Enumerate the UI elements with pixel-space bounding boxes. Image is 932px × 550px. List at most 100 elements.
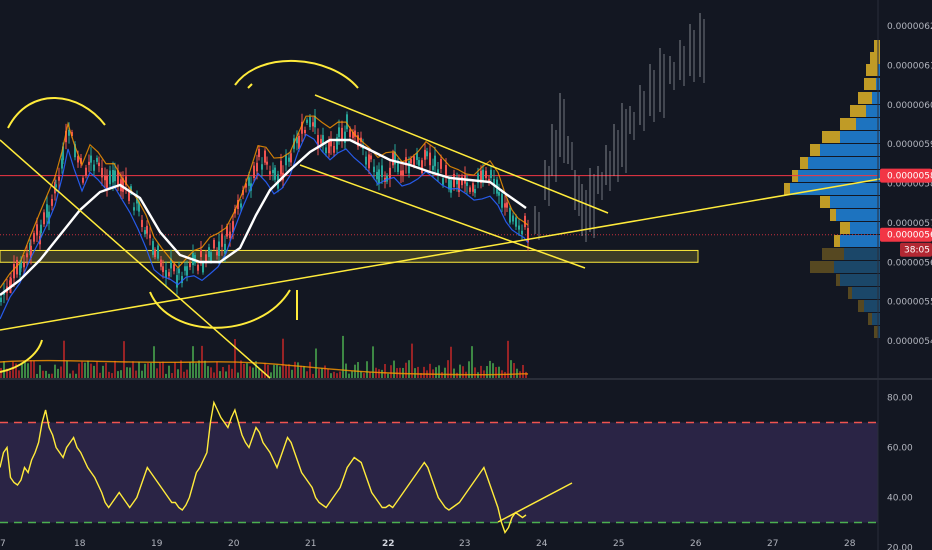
volume-bar: [9, 370, 11, 378]
volume-bar: [366, 361, 368, 378]
volume-profile-bar: [840, 131, 880, 143]
volume-bar: [177, 369, 179, 378]
volume-profile-bar: [830, 209, 836, 221]
candle-body: [157, 245, 159, 259]
candle-body: [26, 253, 28, 258]
price-panel[interactable]: [0, 0, 932, 380]
volume-bar: [18, 370, 20, 378]
volume-bar: [297, 362, 299, 378]
candle-body: [437, 169, 439, 175]
volume-bar: [180, 360, 182, 378]
candle-body: [349, 129, 351, 137]
price-tick-label: 0.00000560: [887, 258, 932, 268]
volume-bar: [87, 360, 89, 378]
candle-body: [0, 297, 2, 303]
volume-bar: [342, 335, 344, 378]
candle-body: [77, 156, 79, 163]
volume-profile-bar: [858, 92, 872, 104]
moving-average-line[interactable]: [0, 138, 527, 296]
volume-profile-bar: [800, 157, 808, 169]
candle-body: [296, 137, 298, 144]
candle-body: [65, 130, 67, 143]
volume-bar: [114, 360, 116, 378]
candle-body: [482, 169, 484, 181]
rsi-panel[interactable]: [0, 400, 878, 535]
volume-bar: [204, 360, 206, 378]
volume-bar: [519, 371, 521, 378]
volume-bar: [33, 361, 35, 378]
volume-bar: [183, 371, 185, 378]
candle-body: [202, 262, 204, 273]
volume-profile-bar: [856, 118, 880, 130]
volume-profile-bar: [870, 52, 880, 64]
volume-bar: [120, 370, 122, 378]
candle-body: [386, 175, 388, 182]
volume-bar: [27, 363, 29, 378]
candle-body: [176, 275, 178, 288]
candle-body: [354, 130, 356, 137]
volume-bar: [291, 369, 293, 378]
candle-body: [16, 259, 18, 275]
candle-body: [301, 121, 303, 134]
volume-bar: [270, 372, 272, 378]
candle-body: [298, 135, 300, 149]
candle-body: [51, 198, 53, 206]
rsi-line[interactable]: [0, 400, 527, 535]
candle-body: [378, 169, 380, 184]
support-zone[interactable]: [0, 249, 699, 263]
candle-body: [138, 201, 140, 212]
candle-body: [256, 162, 258, 172]
candle-body: [46, 204, 48, 218]
candle-body: [88, 161, 90, 165]
volume-bar: [147, 363, 149, 378]
candle-body: [288, 157, 290, 162]
candle-body: [336, 137, 338, 150]
volume-bar: [390, 365, 392, 378]
rsi-divergence-trendline[interactable]: [497, 482, 573, 523]
candle-body: [518, 225, 520, 230]
candle-body: [501, 193, 503, 208]
volume-profile-bar: [848, 287, 852, 299]
volume-bar: [168, 365, 170, 378]
channel-lower-trendline[interactable]: [299, 164, 586, 269]
date-tick-label: 22: [382, 539, 395, 549]
volume-profile-bar: [830, 196, 880, 208]
volume-bar: [129, 367, 131, 378]
candle-body: [68, 130, 70, 136]
candle-body: [146, 225, 148, 234]
volume-bar: [447, 360, 449, 378]
candle-body: [314, 115, 316, 128]
volume-bar: [195, 363, 197, 378]
volume-bar: [135, 370, 137, 378]
candle-body: [264, 150, 266, 163]
volume-bar: [39, 365, 41, 378]
volume-bar: [324, 365, 326, 378]
volume-profile-bar: [840, 222, 850, 234]
candle-body: [162, 266, 164, 273]
candle-body: [458, 179, 460, 193]
trendline-descending[interactable]: [0, 139, 271, 379]
candle-body: [456, 180, 458, 185]
candle-body: [133, 207, 135, 211]
candle-body: [469, 187, 471, 192]
top-arc-middle: [234, 59, 359, 89]
candle-body: [96, 157, 98, 162]
volume-bar: [411, 343, 413, 378]
channel-upper-trendline[interactable]: [314, 94, 609, 214]
volume-bar: [231, 368, 233, 378]
volume-bar: [306, 371, 308, 378]
volume-profile-bar: [872, 313, 880, 325]
volume-bar: [255, 361, 257, 378]
volume-profile-bar: [822, 131, 840, 143]
volume-bar: [96, 361, 98, 378]
date-tick-label: 18: [74, 539, 86, 549]
volume-profile-bar: [844, 248, 880, 260]
volume-bar: [318, 368, 320, 378]
candle-body: [149, 234, 151, 239]
candle-body: [328, 140, 330, 154]
volume-profile-bar: [820, 196, 830, 208]
volume-bar: [258, 369, 260, 378]
price-tick-label: 0.00000600: [887, 101, 932, 111]
